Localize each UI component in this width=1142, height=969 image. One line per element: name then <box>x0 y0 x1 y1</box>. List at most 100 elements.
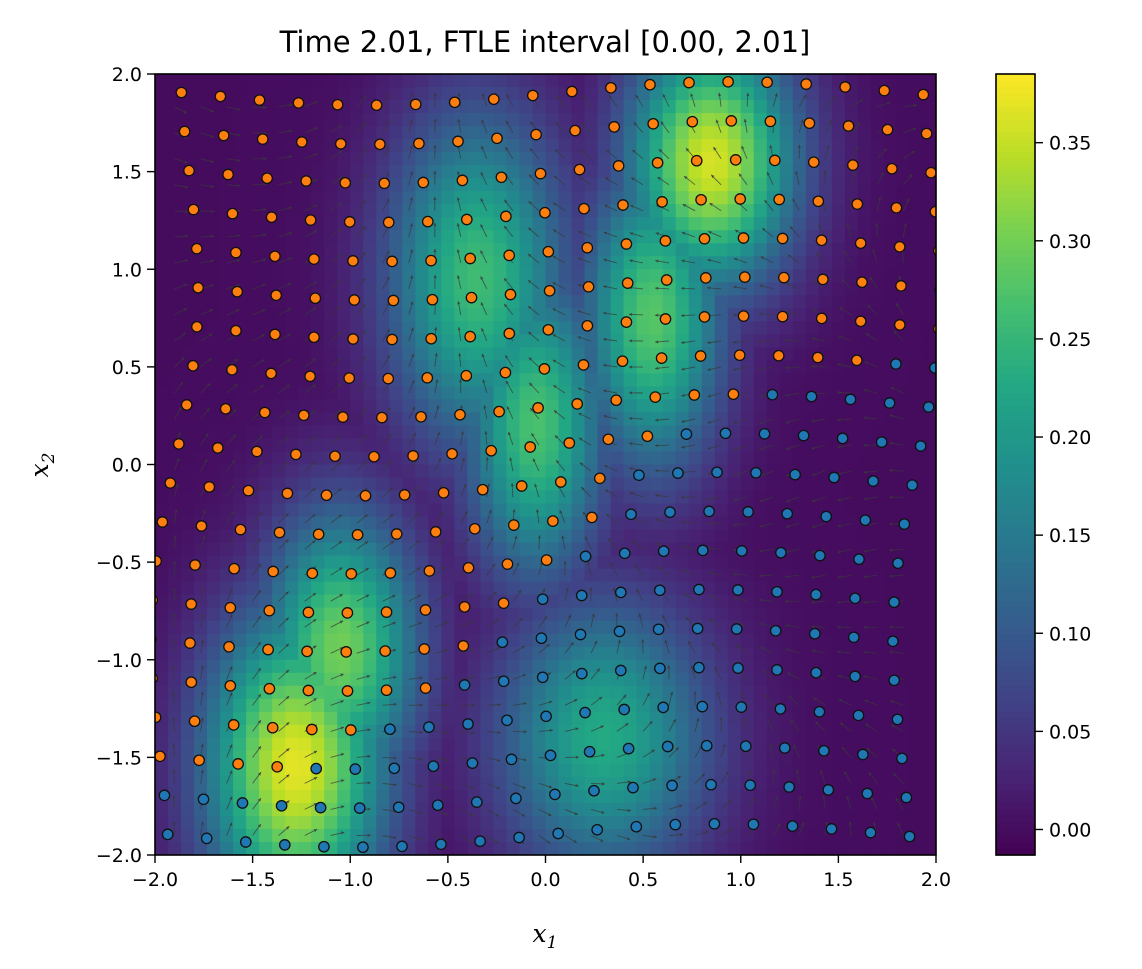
velocity-arrow-head <box>419 730 423 734</box>
heatmap-cell <box>311 646 325 661</box>
heatmap-cell <box>467 386 482 401</box>
velocity-arrow-head <box>708 595 712 599</box>
velocity-arrow-head <box>627 808 631 813</box>
velocity-arrow-head <box>409 119 414 123</box>
velocity-arrow-head <box>209 308 214 312</box>
heatmap-cell <box>675 243 690 257</box>
heatmap-cell <box>519 191 534 205</box>
velocity-arrow-head <box>530 408 534 412</box>
heatmap-cell <box>181 464 195 479</box>
heatmap-cell <box>298 633 312 648</box>
velocity-arrow-head <box>522 674 526 678</box>
heatmap-cell <box>896 698 911 713</box>
velocity-arrow-head <box>366 648 370 652</box>
velocity-arrow-head <box>711 174 715 179</box>
heatmap-cell <box>324 347 338 361</box>
heatmap-cell <box>168 113 182 127</box>
heatmap-cell <box>662 529 677 544</box>
heatmap-cell <box>623 633 638 648</box>
heatmap-cell <box>285 412 299 427</box>
velocity-arrow-head <box>631 177 635 181</box>
heatmap-cell <box>363 581 377 596</box>
heatmap-cell <box>311 399 325 414</box>
velocity-arrow-head <box>487 483 491 487</box>
heatmap-cell <box>285 321 299 335</box>
heatmap-cell <box>181 503 195 518</box>
velocity-arrow-head <box>210 284 214 288</box>
velocity-arrow-head <box>286 384 290 388</box>
heatmap-cell <box>155 165 169 179</box>
heatmap-cell <box>480 113 495 127</box>
heatmap-cell <box>688 178 703 192</box>
velocity-arrow-head <box>684 176 688 180</box>
heatmap-cell <box>441 555 455 570</box>
velocity-arrow-head <box>529 382 533 387</box>
heatmap-cell <box>246 802 260 817</box>
velocity-arrow-head <box>337 305 342 310</box>
velocity-arrow-head <box>582 511 587 516</box>
heatmap-cell <box>519 113 534 127</box>
heatmap-cell <box>558 425 573 440</box>
velocity-arrow-head <box>313 281 317 285</box>
velocity-arrow-head <box>582 95 586 99</box>
heatmap-cell <box>428 308 442 322</box>
heatmap-cell <box>337 698 351 713</box>
velocity-arrow-head <box>338 202 342 206</box>
velocity-arrow-head <box>419 703 423 707</box>
heatmap-cell <box>740 100 755 114</box>
heatmap-cell <box>883 295 898 309</box>
heatmap-cell <box>831 243 846 257</box>
heatmap-cell <box>571 139 586 153</box>
velocity-arrow-head <box>596 668 600 672</box>
heatmap-cell <box>831 178 846 192</box>
heatmap-cell <box>493 230 508 244</box>
velocity-arrow-head <box>200 665 204 669</box>
heatmap-cell <box>909 776 924 791</box>
heatmap-cell <box>649 256 664 270</box>
heatmap-cell <box>480 295 495 309</box>
heatmap-cell <box>922 633 936 648</box>
heatmap-cell <box>922 698 936 713</box>
heatmap-cell <box>662 841 677 855</box>
velocity-arrow-head <box>257 615 261 620</box>
heatmap-cell <box>753 126 768 140</box>
velocity-arrow-head <box>798 795 802 799</box>
heatmap-cell <box>441 620 455 635</box>
heatmap-cell <box>298 841 312 855</box>
heatmap-cell <box>233 87 247 101</box>
velocity-arrow-head <box>528 227 532 231</box>
heatmap-cell <box>233 152 247 166</box>
heatmap-cell <box>506 841 521 855</box>
heatmap-cell <box>649 646 664 661</box>
heatmap-cell <box>259 191 273 205</box>
heatmap-cell <box>441 802 455 817</box>
heatmap-cell <box>909 516 924 531</box>
heatmap-cell <box>584 620 599 635</box>
heatmap-cell <box>740 399 755 414</box>
heatmap-cell <box>883 477 898 492</box>
heatmap-cell <box>337 490 351 505</box>
heatmap-cell <box>402 139 416 153</box>
velocity-arrow-head <box>445 703 449 708</box>
velocity-arrow-head <box>288 206 293 210</box>
heatmap-cell <box>870 672 885 687</box>
heatmap-cell <box>337 802 351 817</box>
velocity-arrow-head <box>205 433 209 437</box>
heatmap-cell <box>740 802 755 817</box>
velocity-arrow-head <box>436 431 440 436</box>
heatmap-cell <box>389 555 403 570</box>
heatmap-cell <box>766 373 781 387</box>
heatmap-cell <box>259 789 273 804</box>
heatmap-cell <box>168 633 182 648</box>
velocity-arrow-head <box>506 406 510 410</box>
heatmap-cell <box>558 230 573 244</box>
heatmap-cell <box>831 555 846 570</box>
heatmap-cell <box>441 724 455 739</box>
heatmap-cell <box>766 100 781 114</box>
heatmap-cell <box>753 360 768 374</box>
velocity-arrow-head <box>434 353 438 357</box>
heatmap-cell <box>883 815 898 830</box>
heatmap-cell <box>857 685 872 700</box>
heatmap-cell <box>467 737 482 752</box>
heatmap-cell <box>662 477 677 492</box>
